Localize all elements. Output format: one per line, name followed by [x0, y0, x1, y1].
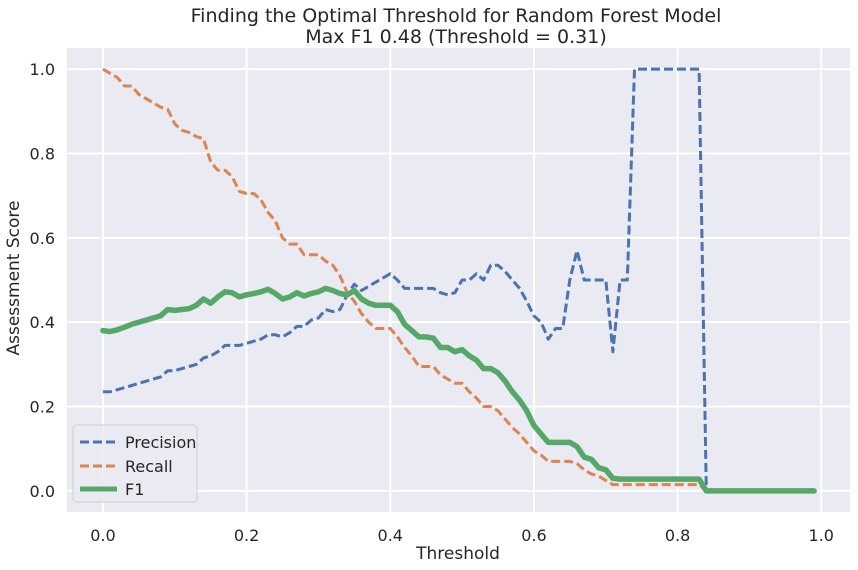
series-f1-line — [100, 285, 817, 494]
y-tick-label: 0.4 — [30, 313, 55, 332]
y-tick-label: 0.6 — [30, 229, 55, 248]
x-tick-label: 0.4 — [378, 526, 403, 545]
x-axis-label: Threshold — [415, 544, 500, 564]
x-tick-label: 0.6 — [521, 526, 546, 545]
y-tick-label: 0.2 — [30, 398, 55, 417]
chart-subtitle: Max F1 0.48 (Threshold = 0.31) — [305, 26, 607, 48]
x-tick-label: 0.2 — [234, 526, 259, 545]
legend-f1-label: F1 — [125, 480, 144, 499]
series-precision-line — [102, 67, 815, 493]
legend-precision-label: Precision — [125, 433, 196, 452]
y-tick-label: 0.8 — [30, 144, 55, 163]
legend: Precision Recall F1 — [72, 424, 198, 503]
y-axis-label: Assessment Score — [4, 201, 24, 356]
x-tick-label: 0.0 — [90, 526, 115, 545]
x-axis-ticks: 0.0 0.2 0.4 0.6 0.8 1.0 — [90, 526, 834, 545]
x-tick-label: 1.0 — [809, 526, 834, 545]
y-axis-ticks: 0.0 0.2 0.4 0.6 0.8 1.0 — [30, 60, 55, 501]
legend-recall-label: Recall — [125, 457, 173, 476]
series-recall-line — [102, 67, 815, 493]
legend-box — [72, 424, 198, 503]
x-tick-label: 0.8 — [665, 526, 690, 545]
y-tick-label: 0.0 — [30, 482, 55, 501]
y-tick-label: 1.0 — [30, 60, 55, 79]
chart-title: Finding the Optimal Threshold for Random… — [191, 5, 722, 27]
series-layer — [100, 67, 817, 494]
